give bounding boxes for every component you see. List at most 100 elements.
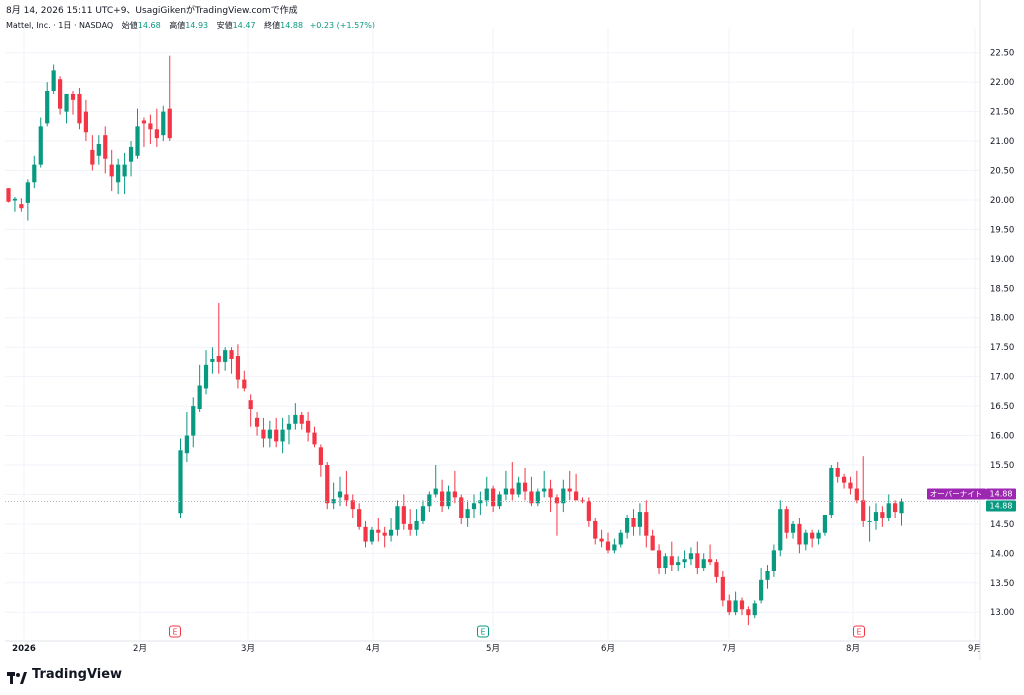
candle-body bbox=[765, 570, 770, 580]
candle-body bbox=[746, 609, 751, 616]
candle-body bbox=[829, 467, 834, 516]
overnight-label: オーバーナイト bbox=[930, 489, 982, 498]
candle-body bbox=[401, 506, 406, 524]
x-tick-label: 4月 bbox=[366, 644, 380, 654]
candle-body bbox=[612, 544, 617, 551]
candle-body bbox=[465, 509, 470, 518]
candle-body bbox=[491, 488, 496, 507]
tradingview-logo-icon bbox=[7, 669, 27, 684]
x-tick-label: 5月 bbox=[486, 644, 500, 654]
candle-body bbox=[599, 538, 604, 542]
candle-body bbox=[12, 198, 18, 201]
candle-body bbox=[803, 532, 808, 545]
candle-body bbox=[440, 491, 445, 507]
candle-body bbox=[497, 494, 502, 507]
candle-body bbox=[810, 532, 815, 539]
candle-body bbox=[32, 164, 37, 183]
candle-body bbox=[77, 93, 82, 124]
candle-body bbox=[548, 488, 553, 498]
candle-body bbox=[318, 447, 323, 465]
low-value: 14.47 bbox=[232, 21, 256, 30]
candle-body bbox=[644, 512, 649, 536]
candle-body bbox=[395, 506, 400, 530]
y-tick-label: 21.00 bbox=[990, 137, 1014, 147]
candle-body bbox=[167, 108, 172, 139]
y-tick-label: 16.50 bbox=[990, 402, 1014, 412]
candle-body bbox=[637, 512, 642, 527]
y-tick-label: 17.00 bbox=[990, 373, 1014, 383]
candle-body bbox=[880, 512, 885, 518]
candle-body bbox=[6, 188, 11, 202]
candle-body bbox=[83, 111, 88, 133]
candle-body bbox=[135, 126, 140, 156]
candle-body bbox=[759, 579, 764, 601]
candle-body bbox=[58, 79, 63, 109]
earnings-marker bbox=[853, 625, 865, 638]
candle-body bbox=[216, 356, 221, 362]
candle-body bbox=[797, 523, 802, 545]
candle-body bbox=[688, 553, 694, 560]
candle-body bbox=[867, 520, 872, 522]
candle-body bbox=[306, 420, 311, 433]
candle-body bbox=[25, 182, 30, 203]
candle-body bbox=[535, 491, 540, 504]
candle-body bbox=[261, 429, 266, 439]
candle-body bbox=[586, 500, 591, 521]
y-tick-label: 14.50 bbox=[990, 520, 1014, 530]
candle-body bbox=[161, 111, 166, 136]
candle-body bbox=[478, 500, 483, 504]
candle-body bbox=[414, 520, 419, 530]
candle-body bbox=[357, 509, 362, 527]
candle-body bbox=[235, 356, 241, 380]
symbol-name[interactable]: Mattel, Inc. · 1日 · NASDAQ bbox=[6, 21, 114, 30]
candle-body bbox=[676, 562, 681, 566]
candle-body bbox=[650, 535, 655, 551]
candle-body bbox=[38, 126, 43, 165]
close-value: 14.88 bbox=[280, 21, 304, 30]
candle-body bbox=[739, 600, 745, 610]
candle-body bbox=[109, 164, 114, 177]
candle-body bbox=[116, 164, 121, 183]
candle-body bbox=[267, 429, 272, 439]
candle-body bbox=[835, 467, 840, 477]
candle-body bbox=[893, 503, 898, 513]
y-tick-label: 13.00 bbox=[990, 608, 1014, 618]
candle-body bbox=[331, 499, 336, 504]
candle-body bbox=[529, 491, 534, 504]
candle-body bbox=[122, 164, 127, 177]
candle-body bbox=[325, 464, 330, 504]
candle-body bbox=[752, 603, 757, 616]
y-tick-label: 19.00 bbox=[990, 255, 1014, 265]
candle-body bbox=[312, 432, 317, 445]
candle-body bbox=[128, 146, 134, 162]
candle-body bbox=[848, 482, 853, 489]
candle-body bbox=[790, 523, 796, 533]
candle-body bbox=[669, 556, 674, 566]
y-tick-label: 16.00 bbox=[990, 432, 1014, 442]
earnings-marker bbox=[477, 625, 489, 638]
y-tick-label: 20.50 bbox=[990, 167, 1014, 177]
candle-body bbox=[452, 491, 457, 498]
candle-body bbox=[861, 500, 866, 521]
candle-body bbox=[337, 491, 343, 498]
symbol-info: Mattel, Inc. · 1日 · NASDAQ 始値14.68 高値14.… bbox=[6, 20, 375, 31]
candle-body bbox=[816, 532, 821, 539]
candle-body bbox=[369, 529, 375, 542]
x-tick-label: 7月 bbox=[722, 644, 736, 654]
candle-body bbox=[103, 135, 108, 159]
candlestick-chart[interactable]: 13.0013.5014.0014.5015.0015.5016.0016.50… bbox=[0, 0, 1024, 660]
open-label: 始値 bbox=[121, 21, 138, 30]
y-tick-label: 22.00 bbox=[990, 78, 1014, 88]
candle-body bbox=[720, 576, 725, 601]
earnings-marker bbox=[169, 625, 181, 638]
x-tick-label: 6月 bbox=[601, 644, 615, 654]
y-tick-label: 15.50 bbox=[990, 461, 1014, 471]
candle-body bbox=[248, 400, 253, 410]
candle-body bbox=[784, 509, 789, 533]
candle-body bbox=[433, 488, 438, 495]
overnight-label-bg bbox=[927, 488, 986, 500]
candle-body bbox=[567, 488, 572, 492]
candle-body bbox=[197, 385, 202, 410]
high-label: 高値 bbox=[169, 21, 186, 30]
candle-body bbox=[625, 517, 630, 533]
